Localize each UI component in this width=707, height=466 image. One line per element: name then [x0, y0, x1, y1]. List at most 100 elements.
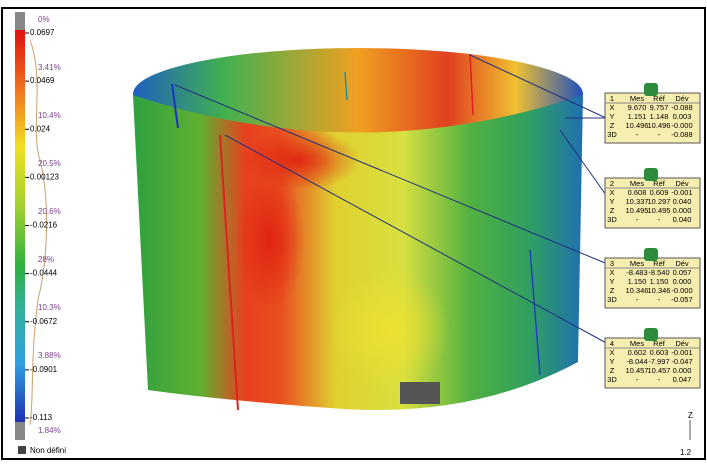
callout-box — [604, 92, 701, 144]
probe-line — [171, 83, 179, 129]
hot-spot — [235, 170, 305, 310]
callout-cell: -0.000 — [671, 121, 692, 130]
callout-cell: 10.297 — [648, 197, 671, 206]
callout-box — [604, 337, 701, 389]
callout-cell: Y — [609, 357, 614, 366]
callout-cell: 1.151 — [628, 112, 647, 121]
scale-percent: 0% — [38, 15, 50, 24]
callout-cell: 0.057 — [673, 268, 692, 277]
callout-header: Réf — [653, 339, 666, 348]
callout-cell: - — [636, 215, 639, 224]
callout-cell: X — [609, 103, 614, 112]
scale-percent: 3.88% — [38, 351, 61, 360]
callout-icon — [644, 328, 658, 341]
undefined-patch — [400, 382, 440, 404]
callout-header: Mes — [630, 94, 644, 103]
callout-header: Mes — [630, 179, 644, 188]
cylinder-body — [133, 95, 583, 411]
callout-icon — [644, 248, 658, 261]
undefined-label: Non défini — [30, 446, 66, 455]
scale-label: -0.0672 — [30, 317, 58, 326]
callout-id: 3 — [610, 259, 614, 268]
callout-cell: -0.001 — [671, 348, 692, 357]
callout-cell: -8.483 — [626, 268, 647, 277]
histogram-curve — [29, 39, 48, 426]
scale-bar: 1.2 — [680, 448, 692, 457]
callout-cell: 10.337 — [626, 197, 649, 206]
scale-cap — [15, 12, 25, 30]
undefined-swatch — [18, 446, 26, 454]
callout-icon — [644, 168, 658, 181]
callout-cell: 10.457 — [648, 366, 671, 375]
callout-header: Réf — [653, 179, 666, 188]
callout-cell: Y — [609, 197, 614, 206]
probe-line — [344, 71, 348, 101]
scale-label: 0.00123 — [30, 172, 59, 181]
callout-icon — [644, 83, 658, 96]
callout-cell: - — [636, 375, 639, 384]
callout-cell: 1.148 — [650, 112, 669, 121]
callout-cell: -0.088 — [671, 103, 692, 112]
callout-cell: 0.603 — [650, 348, 669, 357]
callout-cell: X — [609, 348, 614, 357]
scale-percent: 20.6% — [38, 207, 61, 216]
callout-cell: - — [636, 130, 639, 139]
callout-cell: -0.001 — [671, 188, 692, 197]
callout-header: Réf — [653, 94, 666, 103]
callout-cell: Y — [609, 112, 614, 121]
scale-percent: 28% — [38, 255, 54, 264]
callout-cell: -0.088 — [671, 130, 692, 139]
callout-cell: 3D — [607, 375, 617, 384]
callout-id: 4 — [610, 339, 614, 348]
callout-cell: 3D — [607, 215, 617, 224]
callout-header: Réf — [653, 259, 666, 268]
callout-cell: Y — [609, 277, 614, 286]
probe-line — [469, 53, 474, 116]
callout-box — [604, 177, 701, 229]
axis-label: Z — [688, 411, 693, 420]
scale-percent: 1.84% — [38, 426, 61, 435]
scale-percent: 20.5% — [38, 159, 61, 168]
callout-id: 1 — [610, 94, 614, 103]
callout-header: Dév — [675, 339, 689, 348]
callout-cell: 10.346 — [648, 286, 671, 295]
callout-cell: 10.346 — [626, 286, 649, 295]
callout-cell: 0.040 — [673, 215, 692, 224]
callout-cell: 1.150 — [650, 277, 669, 286]
leader-line — [174, 84, 611, 266]
scale-label: 0.024 — [30, 124, 51, 133]
callout-cell: 10.496 — [648, 121, 671, 130]
callout-cell: X — [609, 188, 614, 197]
leader-line — [469, 54, 607, 119]
scale-label: 0.0469 — [30, 76, 55, 85]
scale-label: 0.0697 — [30, 28, 55, 37]
callout-id: 2 — [610, 179, 614, 188]
callout-cell: Z — [610, 206, 615, 215]
callout-cell: 0.602 — [628, 348, 647, 357]
callout-header: Mes — [630, 339, 644, 348]
callout-header: Mes — [630, 259, 644, 268]
callout-cell: 0.000 — [673, 206, 692, 215]
callout-cell: 0.040 — [673, 197, 692, 206]
leader-line — [224, 134, 611, 346]
callout-cell: 10.495 — [626, 206, 649, 215]
callout-cell: - — [658, 215, 661, 224]
callout-cell: -0.057 — [671, 295, 692, 304]
callout-cell: 3D — [607, 130, 617, 139]
callout-header: Dév — [675, 179, 689, 188]
scale-percent: 3.41% — [38, 63, 61, 72]
callout-cell: - — [658, 375, 661, 384]
scale-label: -0.0901 — [30, 365, 58, 374]
callout-box — [604, 257, 701, 309]
callout-cell: 0.000 — [673, 277, 692, 286]
probe-line — [529, 249, 541, 376]
callout-cell: - — [636, 295, 639, 304]
callout-cell: Z — [610, 286, 615, 295]
callout-cell: 0.047 — [673, 375, 692, 384]
callout-cell: 0.003 — [673, 112, 692, 121]
callout-cell: -8.044 — [626, 357, 647, 366]
callout-cell: 10.495 — [648, 206, 671, 215]
callout-cell: 9.670 — [628, 103, 647, 112]
callout-cell: 0.000 — [673, 366, 692, 375]
